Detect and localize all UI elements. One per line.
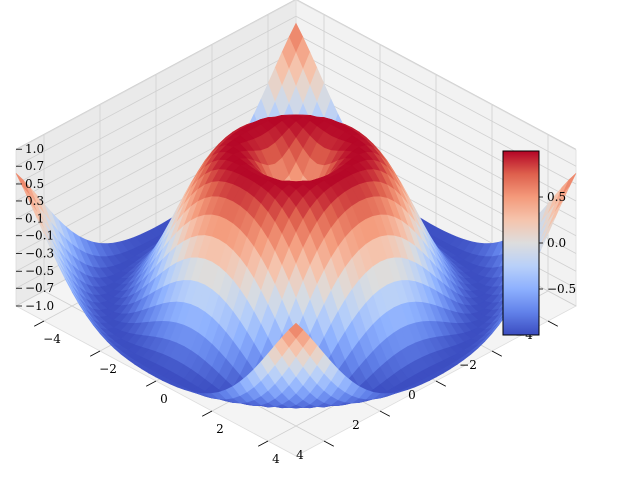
z-tick-label: −0.7	[25, 281, 54, 295]
y-tick-mark	[258, 440, 269, 447]
y-tick-label: −2	[99, 362, 117, 376]
y-tick-label: −4	[43, 332, 61, 346]
z-tick-label: 1.0	[25, 142, 44, 156]
x-tick-label: 2	[352, 418, 360, 432]
x-tick-label: 4	[296, 448, 304, 462]
y-tick-label: 4	[272, 452, 280, 466]
x-tick-mark	[491, 350, 502, 357]
y-tick-mark	[34, 320, 45, 327]
x-tick-mark	[435, 380, 446, 387]
grid-line-z-right	[15, 15, 297, 167]
z-tick-label: 0.5	[25, 177, 44, 191]
z-tick-label: −0.3	[25, 246, 54, 260]
colorbar-tick-label: 0.5	[547, 190, 566, 204]
grid-line-z-right	[15, 85, 297, 237]
z-tick-label: −0.1	[25, 229, 54, 243]
z-tick-label: 0.3	[25, 194, 44, 208]
x-tick-mark	[323, 440, 334, 447]
y-tick-label: 2	[216, 422, 224, 436]
y-tick-mark	[202, 410, 213, 417]
colorbar: −0.5 0.0 0.5	[502, 150, 576, 336]
grid-line-z-left	[295, 15, 577, 167]
colorbar-tick-label: 0.0	[547, 236, 566, 250]
x-tick-label: −2	[459, 358, 477, 372]
z-tick-label: −0.5	[25, 264, 54, 278]
z-tick-label: −1.0	[25, 299, 54, 313]
y-tick-label: 0	[160, 392, 168, 406]
x-tick-mark	[547, 320, 558, 327]
grid-line-z-right	[15, 0, 296, 150]
y-tick-mark	[146, 380, 157, 387]
x-tick-label: 0	[408, 388, 416, 402]
grid-line-z-right	[15, 50, 297, 202]
y-tick-mark	[90, 350, 101, 357]
colorbar-tick-label: −0.5	[547, 282, 576, 296]
z-tick-label: 0.7	[25, 159, 44, 173]
x-tick-mark	[379, 410, 390, 417]
colorbar-bar	[502, 150, 540, 336]
grid-line-z-right	[15, 68, 297, 220]
surface-patch	[288, 322, 304, 339]
z-tick-label: 0.1	[25, 212, 44, 226]
grid-line-z-right	[15, 33, 297, 185]
grid-line-z-left	[296, 0, 577, 150]
